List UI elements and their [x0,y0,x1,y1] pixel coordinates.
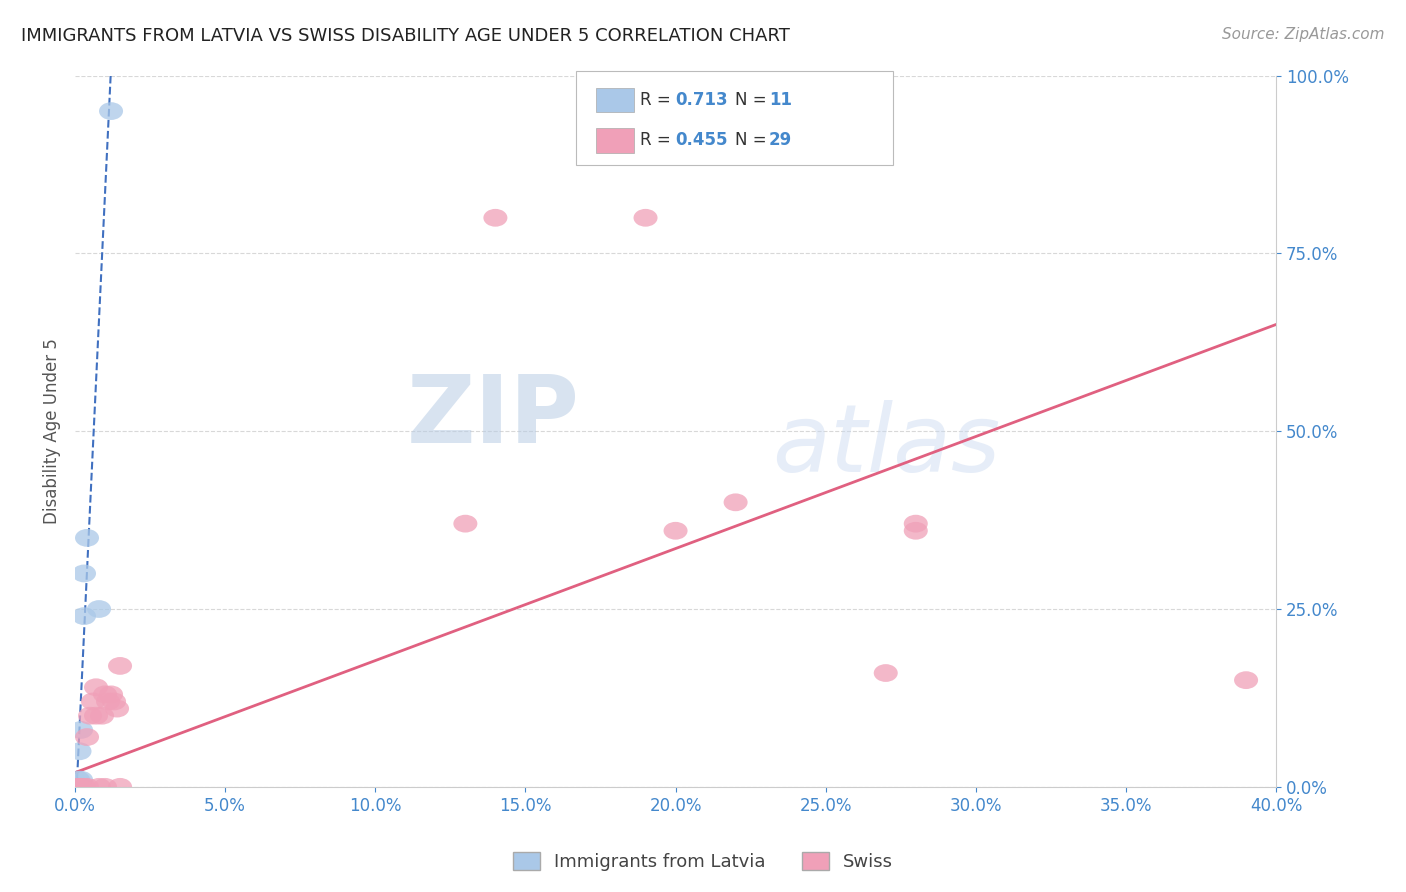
Text: N =: N = [735,91,772,109]
Ellipse shape [66,778,90,796]
Ellipse shape [664,522,688,540]
Ellipse shape [87,600,111,618]
Ellipse shape [72,565,96,582]
Ellipse shape [105,699,129,717]
Ellipse shape [84,678,108,696]
Ellipse shape [108,657,132,675]
Ellipse shape [93,685,117,703]
Ellipse shape [634,209,658,227]
Text: 29: 29 [769,131,793,149]
Ellipse shape [75,778,98,796]
Ellipse shape [67,742,91,760]
Ellipse shape [103,692,127,710]
Text: Source: ZipAtlas.com: Source: ZipAtlas.com [1222,27,1385,42]
Text: R =: R = [640,131,676,149]
Text: 11: 11 [769,91,792,109]
Ellipse shape [84,706,108,724]
Ellipse shape [96,692,120,710]
Text: 0.713: 0.713 [675,91,727,109]
Ellipse shape [66,778,90,796]
Ellipse shape [72,607,96,625]
Y-axis label: Disability Age Under 5: Disability Age Under 5 [44,338,60,524]
Text: atlas: atlas [772,400,1000,491]
Ellipse shape [66,771,90,789]
Ellipse shape [75,529,98,547]
Ellipse shape [77,706,103,724]
Ellipse shape [93,778,117,796]
Ellipse shape [453,515,478,533]
Ellipse shape [72,778,96,796]
Ellipse shape [98,103,124,120]
Ellipse shape [66,778,90,796]
Ellipse shape [1234,672,1258,689]
Ellipse shape [69,771,93,789]
Text: IMMIGRANTS FROM LATVIA VS SWISS DISABILITY AGE UNDER 5 CORRELATION CHART: IMMIGRANTS FROM LATVIA VS SWISS DISABILI… [21,27,790,45]
Ellipse shape [98,685,124,703]
Ellipse shape [66,778,90,796]
Ellipse shape [90,706,114,724]
Ellipse shape [484,209,508,227]
Ellipse shape [69,721,93,739]
Ellipse shape [108,778,132,796]
Text: N =: N = [735,131,772,149]
Ellipse shape [873,665,898,681]
Ellipse shape [82,692,105,710]
Ellipse shape [87,778,111,796]
Text: ZIP: ZIP [406,371,579,463]
Ellipse shape [724,493,748,511]
Ellipse shape [69,778,93,796]
Ellipse shape [904,522,928,540]
Ellipse shape [904,515,928,533]
Legend: Immigrants from Latvia, Swiss: Immigrants from Latvia, Swiss [505,845,901,879]
Text: R =: R = [640,91,676,109]
Ellipse shape [75,728,98,746]
Text: 0.455: 0.455 [675,131,727,149]
